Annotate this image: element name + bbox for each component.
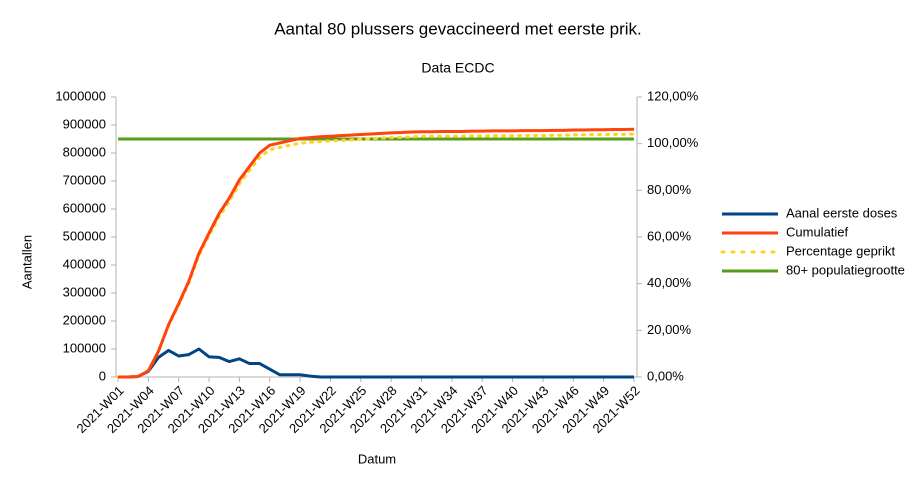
series-line: [118, 127, 635, 379]
y-tick-label: 100000: [63, 340, 106, 355]
y2-tick-label: 40,00%: [647, 275, 692, 290]
y-tick-label: 900000: [63, 116, 106, 131]
legend-label: 80+ populatiegrootte: [786, 262, 905, 277]
y2-tick-label: 60,00%: [647, 228, 692, 243]
legend-label: Cumulatief: [786, 224, 849, 239]
y2-tick-label: 20,00%: [647, 322, 692, 337]
y-tick-label: 300000: [63, 284, 106, 299]
y-tick-label: 800000: [63, 144, 106, 159]
y-tick-label: 200000: [63, 312, 106, 327]
series-line: [118, 347, 634, 379]
chart-subtitle: Data ECDC: [421, 60, 494, 76]
legend-label: Percentage geprikt: [786, 243, 896, 258]
series-line: [116, 132, 636, 379]
y-tick-label: 700000: [63, 172, 106, 187]
y-tick-label: 1000000: [55, 88, 106, 103]
y2-tick-label: 0,00%: [647, 368, 684, 383]
legend-label: Aanal eerste doses: [786, 205, 898, 220]
y-tick-label: 500000: [63, 228, 106, 243]
y-tick-label: 600000: [63, 200, 106, 215]
y-axis-title: Aantallen: [19, 235, 34, 289]
y-tick-label: 0: [99, 368, 106, 383]
y-tick-label: 400000: [63, 256, 106, 271]
chart-title: Aantal 80 plussers gevaccineerd met eers…: [274, 19, 642, 38]
x-axis-title: Datum: [358, 451, 396, 466]
y2-tick-label: 80,00%: [647, 182, 692, 197]
y2-tick-label: 100,00%: [647, 135, 699, 150]
y2-tick-label: 120,00%: [647, 88, 699, 103]
